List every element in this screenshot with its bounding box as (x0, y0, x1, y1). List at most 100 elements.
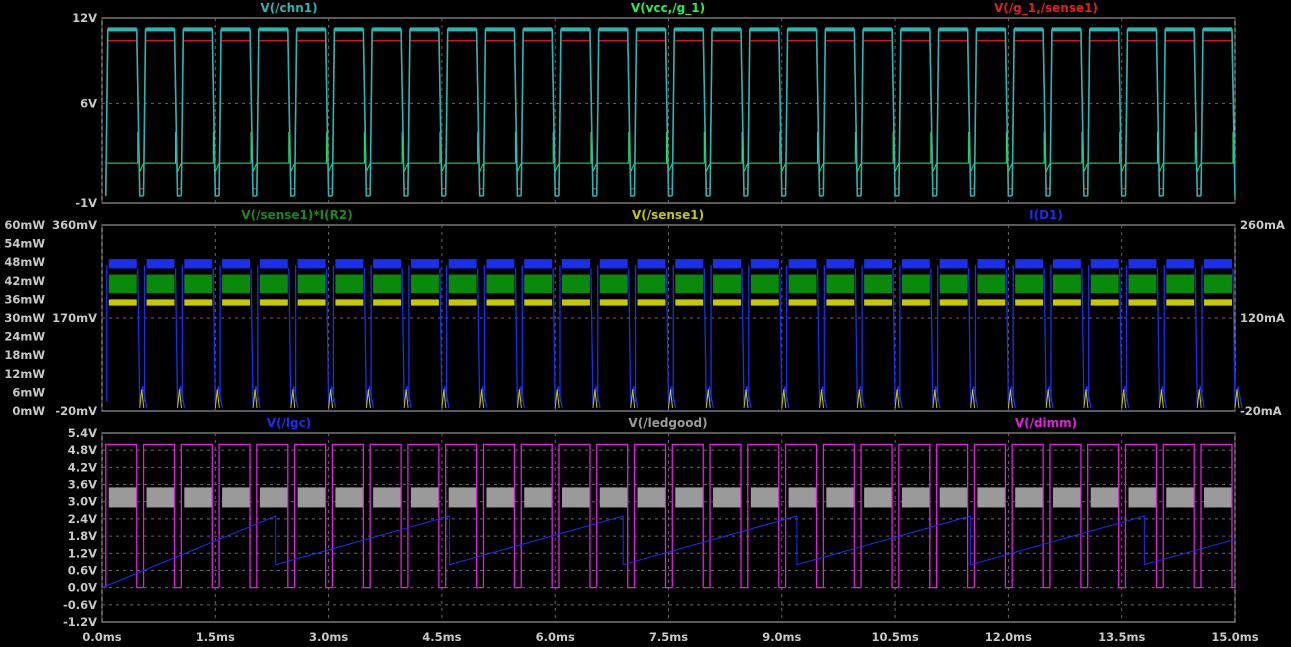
trace-chn1-band (976, 27, 1006, 32)
trace-id1-band (1052, 259, 1081, 269)
trace-ledgood-band (750, 487, 779, 508)
trace-power-band (561, 274, 590, 294)
trace-ledgood-band (259, 487, 288, 508)
trace-sense1-edge (554, 389, 560, 408)
trace-ledgood-band (1052, 487, 1081, 508)
y-tick-label-mw: 6mW (12, 385, 45, 399)
trace-power-band (335, 274, 364, 294)
x-tick-label: 15.0ms (1211, 630, 1258, 644)
x-tick-label: 13.5ms (1098, 630, 1145, 644)
y-tick-label: 2.4V (68, 512, 97, 526)
trace-id1-band (222, 259, 251, 269)
trace-id1-band (259, 259, 288, 269)
trace-power-band (1090, 274, 1119, 294)
trace-sense1-edge (328, 389, 334, 408)
trace-ledgood-band (826, 487, 855, 508)
trace-sense1-edge (1083, 389, 1089, 408)
trace-label: V(/lgc) (267, 416, 311, 430)
trace-power-band (901, 274, 930, 294)
trace-sense1-band (448, 299, 477, 306)
trace-chn1-band (1014, 27, 1044, 32)
trace-sense1-band (373, 299, 402, 306)
trace-sense1-edge (1121, 389, 1127, 408)
trace-chn1-band (749, 27, 779, 32)
trace-chn1-band (447, 27, 477, 32)
axis-labels: 0.0ms 1.5ms 3.0ms 4.5ms 6.0ms 7.5ms 9.0ms 10.5m… (4, 11, 1285, 644)
trace-chn1-band (1165, 27, 1195, 32)
y-tick-label-mw: 42mW (4, 274, 45, 288)
y-tick-label-ma: -20mA (1240, 404, 1282, 418)
trace-power-band (977, 274, 1006, 294)
y-tick-label-mw: 12mW (4, 367, 45, 381)
trace-id1-band (297, 259, 326, 269)
trace-power-band (864, 274, 893, 294)
trace-chn1-band (560, 27, 590, 32)
x-tick-label: 6.0ms (536, 630, 575, 644)
trace-id1-band (864, 259, 893, 269)
y-tick-label: -1.2V (63, 615, 97, 629)
trace-id1-band (410, 259, 439, 269)
trace-power-band (788, 274, 817, 294)
trace-sense1-band (637, 299, 666, 306)
trace-sense1-edge (819, 389, 825, 408)
trace-ledgood-band (675, 487, 704, 508)
y-tick-label-mw: 24mW (4, 330, 45, 344)
trace-sense1-band (486, 299, 515, 306)
trace-id1-band (1090, 259, 1119, 269)
trace-label: V(/dimm) (1015, 416, 1077, 430)
trace-sense1-edge (441, 389, 447, 408)
trace-sense1-band (184, 299, 213, 306)
trace-sense1-edge (516, 389, 522, 408)
trace-power-band (1166, 274, 1195, 294)
trace-sense1-band (1166, 299, 1195, 306)
trace-label: V(/g_1,/sense1) (994, 1, 1098, 16)
trace-ledgood-band (1166, 487, 1195, 508)
trace-ledgood-band (184, 487, 213, 508)
trace-label: V(/ledgood) (628, 416, 707, 430)
trace-sense1-edge (1234, 389, 1240, 408)
y-tick-label-mw: 30mW (4, 311, 45, 325)
trace-chn1-band (1127, 27, 1157, 32)
trace-sense1-edge (365, 389, 371, 408)
trace-chn1-band (221, 27, 251, 32)
trace-ledgood-band (410, 487, 439, 508)
trace-ledgood-band (1128, 487, 1157, 508)
trace-sense1-edge (743, 389, 749, 408)
y-tick-label: 1.8V (68, 529, 97, 543)
trace-id1-band (524, 259, 553, 269)
trace-id1-band (1015, 259, 1044, 269)
trace-ledgood-band (524, 487, 553, 508)
trace-ledgood-band (222, 487, 251, 508)
trace-label: V(/chn1) (260, 1, 317, 15)
trace-label: V(vcc,/g_1) (631, 1, 705, 16)
trace-chn1-band (145, 27, 175, 32)
y-tick-label: 4.8V (68, 443, 97, 457)
trace-sense1-edge (856, 389, 862, 408)
trace-id1-band (750, 259, 779, 269)
trace-label: V(/sense1)*I(R2) (241, 208, 352, 222)
trace-power-band (146, 274, 175, 294)
trace-label: I(D1) (1029, 208, 1063, 222)
trace-chn1-band (674, 27, 704, 32)
trace-sense1-edge (403, 389, 409, 408)
trace-ledgood-band (486, 487, 515, 508)
trace-sense1-edge (1045, 389, 1051, 408)
y-tick-label: -0.6V (63, 598, 97, 612)
trace-chn1-band (787, 27, 817, 32)
trace-power-band (222, 274, 251, 294)
y-tick-label: 3.6V (68, 478, 97, 492)
trace-id1-band (675, 259, 704, 269)
trace-ledgood-band (939, 487, 968, 508)
trace-chn1-band (409, 27, 439, 32)
trace-id1-band (335, 259, 364, 269)
trace-sense1-band (977, 299, 1006, 306)
trace-chn1-band (372, 27, 402, 32)
trace-id1-band (1128, 259, 1157, 269)
trace-id1-band (1204, 259, 1232, 269)
trace-vcc-g1 (105, 131, 1236, 172)
y-tick-label-mv: -20mV (55, 404, 97, 418)
trace-sense1-edge (781, 389, 787, 408)
trace-power-band (108, 274, 137, 294)
trace-sense1-band (524, 299, 553, 306)
trace-power-band (524, 274, 553, 294)
